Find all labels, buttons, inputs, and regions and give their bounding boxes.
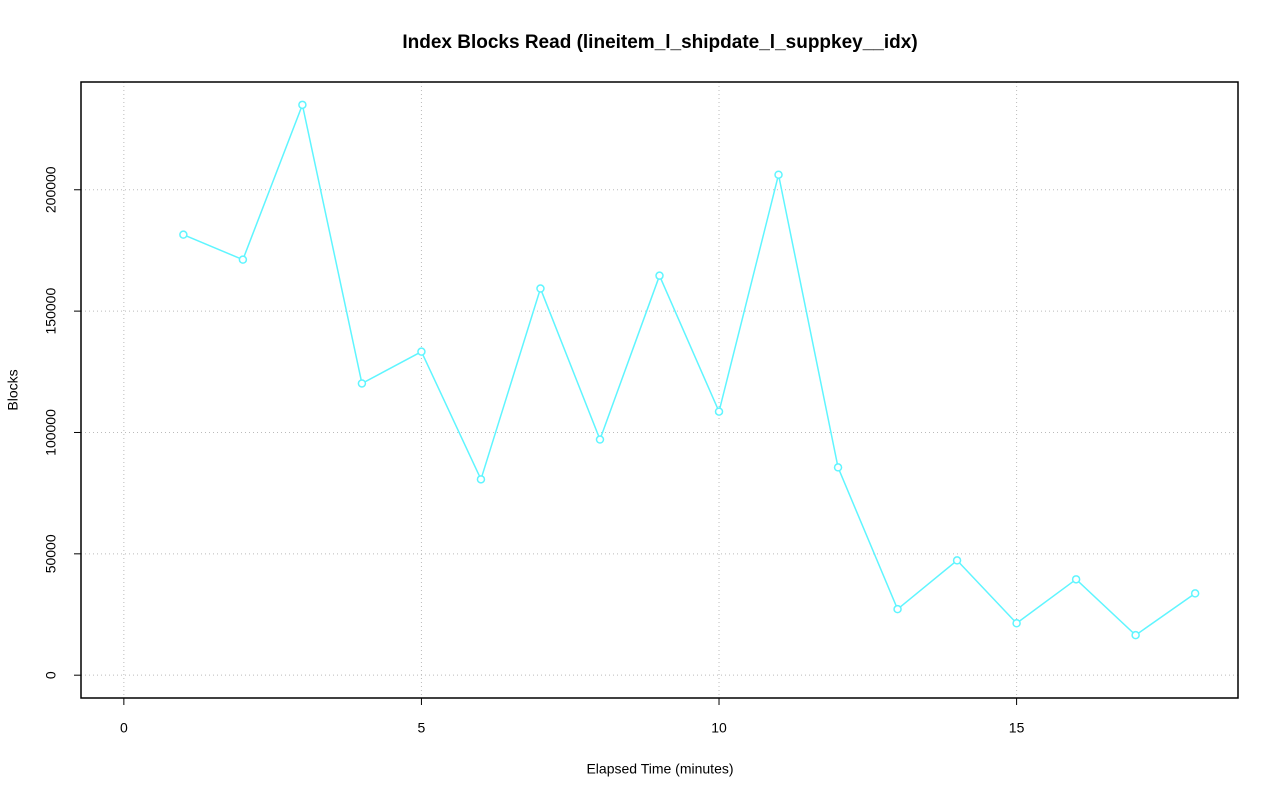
data-point (238, 255, 248, 264)
data-point (179, 230, 188, 239)
x-tick-label: 10 (711, 720, 727, 736)
data-line (183, 102, 1196, 637)
y-tick-label: 50000 (43, 534, 59, 573)
data-point (476, 475, 486, 484)
data-point (952, 556, 962, 565)
data-point (893, 604, 902, 614)
y-tick-label: 0 (43, 671, 59, 679)
data-point (1071, 575, 1081, 584)
plot-frame (80, 81, 1239, 699)
x-tick-label: 15 (1009, 720, 1025, 736)
data-point (357, 379, 367, 388)
y-tick-label: 150000 (43, 288, 59, 335)
data-point (417, 347, 426, 356)
x-tick-label: 5 (418, 720, 426, 736)
data-point (536, 284, 545, 293)
data-point (1012, 618, 1021, 628)
y-tick-label: 200000 (43, 166, 59, 213)
data-point (714, 407, 724, 416)
data-point (1131, 630, 1140, 640)
data-point (655, 271, 664, 280)
data-point (298, 100, 307, 110)
x-axis-label: Elapsed Time (minutes) (586, 761, 733, 777)
data-point (833, 463, 843, 472)
data-point (1190, 589, 1200, 598)
y-axis-label: Blocks (5, 369, 21, 410)
data-point (774, 170, 783, 179)
chart-title: Index Blocks Read (lineitem_l_shipdate_l… (402, 32, 917, 53)
data-point (595, 435, 605, 444)
x-tick-label: 0 (120, 720, 128, 736)
y-tick-label: 100000 (43, 409, 59, 456)
